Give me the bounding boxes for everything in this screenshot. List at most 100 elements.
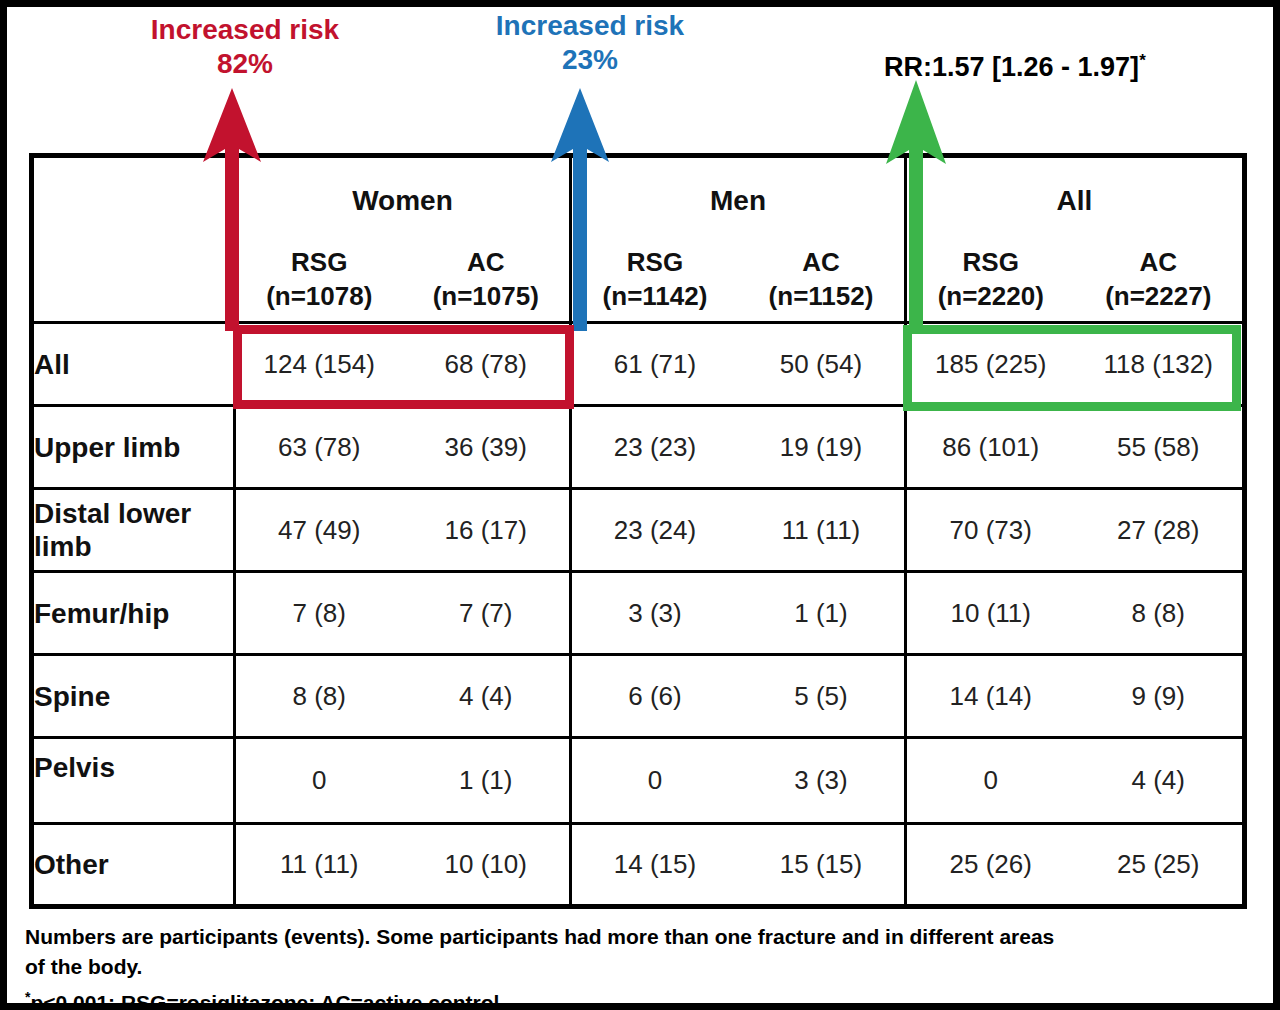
value-women-rsg: 8 (8) [236, 681, 403, 712]
table-row-upper-limb: Upper limb 63 (78) 36 (39) 23 (23) 19 (1… [32, 406, 1245, 489]
cell-all: 14 (14) 9 (9) [906, 655, 1245, 738]
n-label: (n=1152) [738, 279, 904, 313]
value-men-rsg: 3 (3) [572, 598, 738, 629]
group-label-all: All [907, 185, 1242, 217]
arm-label: RSG [907, 245, 1075, 279]
subheader-women-rsg: RSG (n=1078) [236, 245, 403, 313]
arm-label: AC [738, 245, 904, 279]
row-label: Femur/hip [32, 572, 235, 655]
cell-men: 23 (23) 19 (19) [571, 406, 906, 489]
table-row-pelvis: Pelvis 0 1 (1) 0 3 (3) 0 4 (4) [32, 738, 1245, 824]
n-label: (n=2220) [907, 279, 1075, 313]
table-row-femur-hip: Femur/hip 7 (8) 7 (7) 3 (3) 1 (1) 10 (11… [32, 572, 1245, 655]
men-risk-percent: 23% [460, 43, 720, 77]
cell-men: 14 (15) 15 (15) [571, 824, 906, 907]
row-label: Distal lower limb [32, 489, 235, 572]
value-men-rsg: 6 (6) [572, 681, 738, 712]
arm-label: AC [403, 245, 570, 279]
cell-all: 0 4 (4) [906, 738, 1245, 824]
n-label: (n=1142) [572, 279, 738, 313]
women-risk-line1: Increased risk [115, 13, 375, 47]
value-women-rsg: 0 [236, 765, 403, 796]
footnotes: Numbers are participants (events). Some … [25, 922, 1263, 1010]
fracture-table-wrap: Women RSG (n=1078) AC (n=1075) [29, 153, 1247, 909]
subheader-men-ac: AC (n=1152) [738, 245, 904, 313]
figure-canvas: Increased risk 82% Increased risk 23% RR… [0, 0, 1280, 1010]
relative-risk-asterisk: * [1139, 51, 1146, 70]
value-men-rsg: 0 [572, 765, 738, 796]
arm-label: RSG [236, 245, 403, 279]
value-all-ac: 27 (28) [1075, 515, 1243, 546]
footnote-line3-text: p<0.001; RSG=rosiglitazone; AC=active co… [30, 991, 505, 1010]
value-all-rsg: 10 (11) [907, 598, 1075, 629]
footnote-line2: of the body. [25, 952, 1263, 982]
value-men-rsg: 61 (71) [572, 349, 738, 380]
subheaders-men: RSG (n=1142) AC (n=1152) [572, 245, 904, 313]
table-row-spine: Spine 8 (8) 4 (4) 6 (6) 5 (5) 14 (14) 9 … [32, 655, 1245, 738]
group-header-men: Men RSG (n=1142) AC (n=1152) [571, 156, 906, 323]
all-all-highlight-box [903, 325, 1241, 411]
value-women-rsg: 47 (49) [236, 515, 403, 546]
value-women-rsg: 11 (11) [236, 849, 403, 880]
value-all-ac: 25 (25) [1075, 849, 1243, 880]
cell-women: 47 (49) 16 (17) [235, 489, 571, 572]
women-risk-percent: 82% [115, 47, 375, 81]
subheaders-women: RSG (n=1078) AC (n=1075) [236, 245, 569, 313]
cell-all: 10 (11) 8 (8) [906, 572, 1245, 655]
women-increased-risk-label: Increased risk 82% [115, 13, 375, 81]
value-all-ac: 8 (8) [1075, 598, 1243, 629]
subheaders-all: RSG (n=2220) AC (n=2227) [907, 245, 1242, 313]
value-men-rsg: 14 (15) [572, 849, 738, 880]
n-label: (n=1078) [236, 279, 403, 313]
cell-all: 70 (73) 27 (28) [906, 489, 1245, 572]
value-women-rsg: 7 (8) [236, 598, 403, 629]
arm-label: AC [1075, 245, 1243, 279]
value-all-rsg: 14 (14) [907, 681, 1075, 712]
value-all-rsg: 25 (26) [907, 849, 1075, 880]
value-all-rsg: 70 (73) [907, 515, 1075, 546]
value-all-rsg: 86 (101) [907, 432, 1075, 463]
cell-men: 3 (3) 1 (1) [571, 572, 906, 655]
cell-all: 86 (101) 55 (58) [906, 406, 1245, 489]
value-men-rsg: 23 (23) [572, 432, 738, 463]
value-men-ac: 5 (5) [738, 681, 904, 712]
arm-label: RSG [572, 245, 738, 279]
cell-men: 23 (24) 11 (11) [571, 489, 906, 572]
group-label-men: Men [572, 185, 904, 217]
cell-women: 7 (8) 7 (7) [235, 572, 571, 655]
value-men-ac: 11 (11) [738, 515, 904, 546]
value-women-ac: 7 (7) [403, 598, 570, 629]
value-men-ac: 3 (3) [738, 765, 904, 796]
row-label: Upper limb [32, 406, 235, 489]
row-label: Other [32, 824, 235, 907]
header-row: Women RSG (n=1078) AC (n=1075) [32, 156, 1245, 323]
cell-women: 63 (78) 36 (39) [235, 406, 571, 489]
subheader-men-rsg: RSG (n=1142) [572, 245, 738, 313]
value-men-ac: 19 (19) [738, 432, 904, 463]
cell-men: 61 (71) 50 (54) [571, 323, 906, 406]
n-label: (n=2227) [1075, 279, 1243, 313]
footnote-line3: *p<0.001; RSG=rosiglitazone; AC=active c… [25, 982, 1263, 1010]
group-label-women: Women [236, 185, 569, 217]
men-increased-risk-label: Increased risk 23% [460, 9, 720, 77]
relative-risk-text: RR:1.57 [1.26 - 1.97] [884, 52, 1139, 82]
value-women-rsg: 63 (78) [236, 432, 403, 463]
cell-men: 0 3 (3) [571, 738, 906, 824]
value-women-ac: 16 (17) [403, 515, 570, 546]
cell-men: 6 (6) 5 (5) [571, 655, 906, 738]
value-men-ac: 50 (54) [738, 349, 904, 380]
table-row-other: Other 11 (11) 10 (10) 14 (15) 15 (15) 25… [32, 824, 1245, 907]
value-women-ac: 10 (10) [403, 849, 570, 880]
group-header-all: All RSG (n=2220) AC (n=2227) [906, 156, 1245, 323]
value-all-ac: 9 (9) [1075, 681, 1243, 712]
n-label: (n=1075) [403, 279, 570, 313]
relative-risk-label: RR:1.57 [1.26 - 1.97]* [884, 45, 1214, 83]
subheader-women-ac: AC (n=1075) [403, 245, 570, 313]
subheader-all-rsg: RSG (n=2220) [907, 245, 1075, 313]
value-all-ac: 4 (4) [1075, 765, 1243, 796]
cell-women: 0 1 (1) [235, 738, 571, 824]
value-men-ac: 15 (15) [738, 849, 904, 880]
value-women-ac: 36 (39) [403, 432, 570, 463]
women-all-highlight-box [233, 325, 574, 409]
corner-cell [32, 156, 235, 323]
